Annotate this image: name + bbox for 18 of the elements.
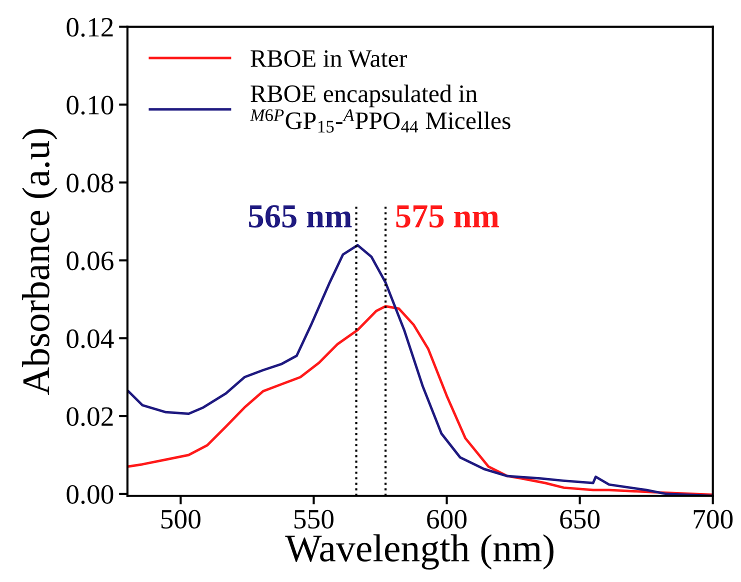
ref-line-label: 575 nm (396, 205, 499, 228)
x-tick-label: 500 (161, 510, 200, 529)
text: RBOE encapsulated in $^{M6P}$GP$_{15}$-$^{A}$PPO$_{44}$ Micelles (250, 84, 510, 133)
x-tick-label: 600 (427, 510, 467, 529)
y-tick-label: 0.10 (66, 96, 114, 115)
x-tick-label: 650 (560, 510, 600, 529)
legend-label: RBOE in Water (250, 50, 407, 68)
x-tick-label: 550 (294, 510, 334, 529)
y-axis-title: Absorbance (a.u) (22, 129, 58, 395)
x-tick-label: 700 (694, 510, 733, 529)
y-tick-label: 0.04 (66, 329, 114, 348)
ref-line-label: 565 nm (248, 205, 352, 228)
x-axis-title: Wavelength (nm) (285, 534, 554, 570)
y-tick-label: 0.12 (66, 18, 113, 37)
y-tick-label: 0.00 (66, 485, 114, 504)
y-tick-label: 0.02 (66, 407, 113, 426)
y-tick-label: 0.08 (66, 174, 114, 193)
y-tick-label: 0.06 (66, 252, 114, 270)
